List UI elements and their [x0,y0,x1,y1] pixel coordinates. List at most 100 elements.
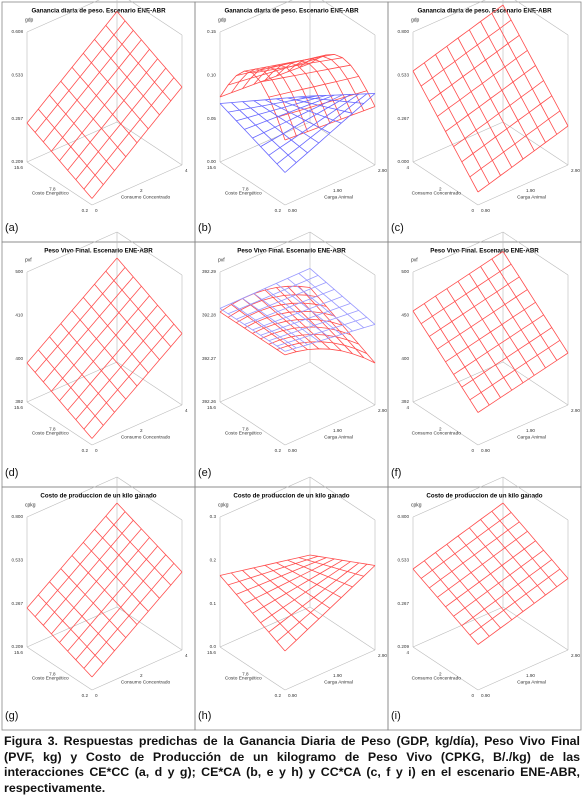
y-axis-label: Carga Animal [324,679,353,685]
axis-line [284,404,376,446]
surface-mesh [477,352,569,413]
x-axis-label: Costo Energético [32,676,69,682]
surface-mesh [260,94,351,147]
surface-mesh [67,304,158,411]
surface-mesh [268,562,360,633]
surface-mesh [264,288,331,339]
y-axis-label: Carga Animal [324,434,353,440]
surface-mesh [480,266,546,369]
surface-mesh [71,310,138,387]
surface-mesh [260,303,351,336]
surface-mesh [264,99,331,134]
z-tick-label: 0.257 [12,116,24,121]
z-tick-label: 0.800 [398,29,410,34]
chart-panel: Peso Vivo Final. Escenario ENE-ABR pvf 392… [194,231,389,488]
y-tick-label: 0.90 [481,693,490,698]
z-axis-label: pvf [25,257,32,263]
axis-line [26,401,93,446]
y-tick-label: 2 [140,188,143,193]
surface-mesh [287,58,353,116]
axis-line [26,161,93,206]
axis-line [128,0,183,36]
surface-mesh [457,281,524,384]
axis-line [502,231,569,276]
axis-line [116,476,183,521]
surface-mesh [457,37,524,160]
axis-line [219,606,311,648]
surface-mesh [94,39,160,116]
surface-mesh [468,29,535,151]
z-tick-label: 0.533 [398,558,410,563]
chart-panel: Costo de produccion de un kilo ganado cpk… [194,476,389,731]
chart-title: Ganancia diaria de peso. Escenario ENE-A… [224,8,359,15]
surface-mesh [94,284,160,361]
axis-line [26,606,118,648]
x-tick-label: 0.2 [275,448,282,453]
z-tick-label: 392.27 [202,356,216,361]
axis-line [284,164,376,206]
z-tick-label: 400 [401,356,409,361]
surface-mesh [260,561,351,624]
surface-mesh [461,95,553,163]
axis-line [219,646,286,691]
surface-mesh [268,310,359,342]
surface-mesh [477,578,569,645]
axis-line [116,361,183,406]
axis-line [26,646,93,691]
surface-mesh [491,258,558,361]
axis-line [116,121,183,166]
z-tick-label: 0.00 [207,159,216,164]
axis-line [412,476,504,518]
y-axis-label: Consumo Concentrado [121,434,171,440]
panel-label: (a) [5,222,18,234]
z-axis-label: pvf [411,257,418,263]
panel-label: (d) [5,467,18,479]
surface-mesh [71,555,138,625]
figure-caption: Figura 3. Respuestas predichas de la Gan… [4,734,580,795]
y-tick-label: 2.90 [571,168,580,173]
surface-mesh [105,25,172,102]
axis-line [412,0,486,33]
x-tick-label: 7.8 [242,427,249,432]
y-tick-label: 1.90 [526,428,535,433]
surface-mesh [116,257,183,334]
x-tick-label: 4 [406,405,409,410]
y-axis-label: Carga Animal [517,194,546,200]
x-tick-label: 0.2 [275,208,282,213]
chart-title: Peso Vivo Final. Escenario ENE-ABR [44,248,153,255]
y-tick-label: 2 [140,428,143,433]
surface-mesh [105,270,172,347]
z-tick-label: 0.2 [210,558,217,563]
surface-mesh [276,98,342,124]
axis-line [116,606,183,651]
z-tick-label: 0.533 [12,73,24,78]
chart-title: Costo de produccion de un kilo ganado [426,493,542,500]
z-tick-label: 0.209 [12,644,24,649]
axis-line [219,161,286,206]
surface-mesh [260,64,351,83]
panel-border [387,486,582,731]
axis-line [502,361,569,406]
axis-line [26,0,100,33]
x-tick-label: 15.6 [207,165,216,170]
surface-mesh [477,125,569,193]
z-tick-label: 0.267 [12,601,24,606]
y-tick-label: 1.90 [526,188,535,193]
surface-mesh [453,80,544,147]
axis-line [321,0,376,36]
y-axis-label: Carga Animal [517,434,546,440]
surface-mesh [457,535,524,612]
surface-mesh [83,563,175,669]
surface-mesh [502,251,569,354]
y-tick-label: 0 [95,448,98,453]
surface-mesh [75,554,167,661]
axis-line [412,646,479,691]
x-axis-label: Costo Energético [225,191,262,197]
surface-mesh [461,559,553,626]
x-tick-label: 0.2 [82,448,89,453]
panel-label: (g) [5,710,18,722]
surface-mesh [91,571,183,678]
surface-mesh [276,317,368,347]
z-tick-label: 0.533 [12,558,24,563]
